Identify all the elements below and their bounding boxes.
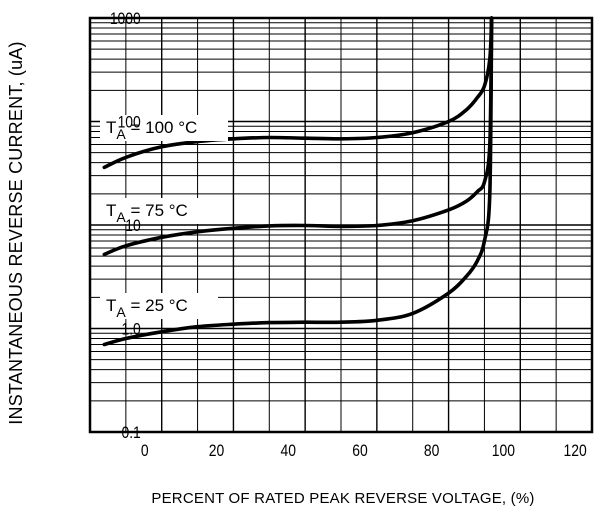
series-label-background — [100, 293, 218, 319]
grid-layer — [90, 18, 592, 432]
x-tick-label: 40 — [280, 442, 296, 461]
series-label-text: TA = 100 °C — [106, 118, 197, 142]
x-axis-label: PERCENT OF RATED PEAK REVERSE VOLTAGE, (… — [151, 490, 534, 507]
x-tick-label: 80 — [424, 442, 440, 461]
series-label-background — [100, 198, 218, 224]
series-label-background — [100, 115, 228, 141]
x-tick-label: 20 — [209, 442, 225, 461]
curve-label-layer: TA = 100 °C TA = 75 °C TA = 25 °C — [100, 115, 228, 320]
series-label-1: TA = 100 °C — [100, 115, 228, 142]
x-tick-label: 0 — [141, 442, 149, 461]
series-label-3: TA = 25 °C — [100, 293, 218, 320]
series-label-text: TA = 25 °C — [106, 296, 188, 320]
plot-area — [88, 16, 594, 434]
y-tick-label: 10 — [125, 217, 141, 236]
series-label-text: TA = 75 °C — [106, 201, 188, 225]
y-tick-label: 100 — [118, 113, 142, 132]
series-label-2: TA = 75 °C — [100, 198, 218, 225]
x-tick-label: 60 — [352, 442, 368, 461]
x-tick-label: 120 — [563, 442, 587, 461]
plot-frame — [88, 16, 594, 434]
y-tick-label: 1000 — [110, 10, 141, 29]
curve-layer — [102, 16, 494, 347]
y-axis-label: INSTANTANEOUS REVERSE CURRENT, (uA) — [6, 41, 26, 424]
series-line-3 — [102, 16, 494, 347]
series-line-2 — [102, 16, 494, 257]
y-tick-label: 1.0 — [121, 320, 141, 339]
series-line-1 — [102, 16, 494, 170]
y-tick-label: 0.1 — [121, 424, 140, 443]
x-tick-label: 100 — [492, 442, 516, 461]
